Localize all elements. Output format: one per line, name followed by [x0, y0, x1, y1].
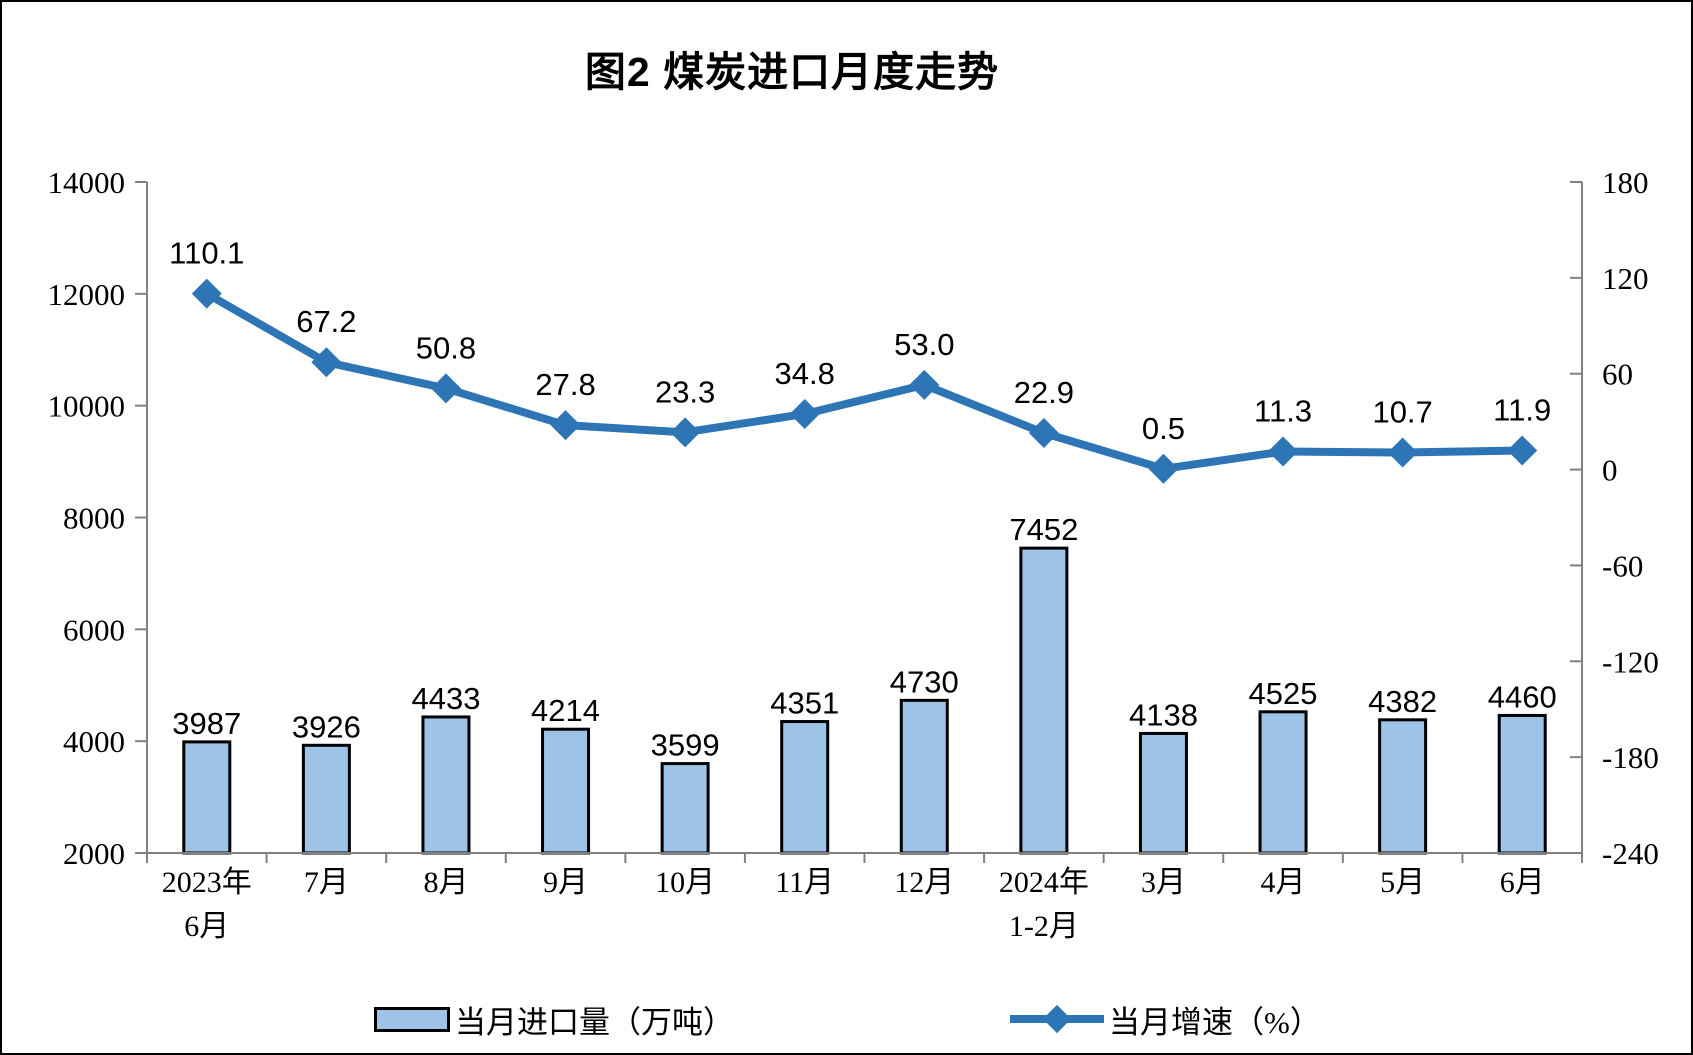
category-label: 12月 [894, 866, 954, 899]
bar-10月 [660, 762, 710, 855]
line-value-label: 27.8 [535, 367, 595, 402]
line-value-label: 23.3 [655, 374, 715, 409]
bar-value-label: 4138 [1129, 697, 1198, 732]
legend-diamond-marker [1042, 1004, 1072, 1034]
bar-value-label: 7452 [1009, 512, 1078, 547]
growth-line [202, 289, 1527, 473]
right-axis-tick-label: -120 [1602, 644, 1659, 679]
diamond-marker-11月 [789, 398, 820, 429]
category-label: 2023年 [162, 866, 252, 899]
bar-3月 [1138, 731, 1188, 855]
line-value-label: 10.7 [1372, 394, 1432, 429]
bar-swatch-icon [374, 1006, 450, 1032]
diamond-marker-3月 [1148, 453, 1179, 484]
category-label: 7月 [304, 866, 349, 899]
right-axis-tick-label: 180 [1602, 165, 1649, 200]
line-value-label: 34.8 [775, 356, 835, 391]
left-axis-tick-label: 2000 [63, 836, 125, 871]
bar-12月 [899, 698, 949, 855]
left-axis-tick-label: 6000 [63, 612, 125, 647]
right-axis-tick-label: 0 [1602, 453, 1618, 488]
category-label: 6月 [184, 910, 229, 943]
category-label: 9月 [543, 866, 588, 899]
right-axis-tick-label: 120 [1602, 261, 1649, 296]
category-label: 10月 [655, 866, 715, 899]
diamond-marker-6月 [1507, 435, 1538, 466]
bar-value-label: 4214 [531, 693, 600, 728]
legend-label-imports: 当月进口量（万吨） [455, 1004, 734, 1040]
bar-value-label: 4351 [770, 686, 839, 721]
line-value-label: 0.5 [1142, 411, 1185, 446]
bar-value-label: 4382 [1368, 684, 1437, 719]
bar-2024年1-2月 [1019, 546, 1069, 855]
left-axis-tick-label: 4000 [63, 724, 125, 759]
left-axis-tick-label: 12000 [48, 277, 126, 312]
legend-item-growth: 当月增速（%） [1010, 1002, 1321, 1040]
line-value-label: 22.9 [1014, 375, 1074, 410]
category-label: 6月 [1500, 866, 1545, 899]
category-label: 1-2月 [1009, 910, 1079, 943]
bar-2023年6月 [182, 740, 232, 855]
diamond-marker-5月 [1387, 437, 1418, 468]
diamond-marker-9月 [550, 410, 581, 441]
line-value-label: 67.2 [296, 304, 356, 339]
bar-4月 [1258, 710, 1308, 855]
diamond-marker-2023年6月 [191, 278, 222, 309]
right-axis-tick-label: -60 [1602, 548, 1643, 583]
bar-value-label: 4730 [890, 664, 959, 699]
bar-9月 [541, 727, 591, 855]
line-value-label: 11.3 [1254, 394, 1312, 429]
right-axis-tick-label: -240 [1602, 836, 1659, 871]
diamond-marker-4月 [1268, 436, 1299, 467]
bar-5月 [1378, 718, 1428, 855]
left-axis-tick-label: 14000 [48, 165, 126, 200]
line-value-label: 53.0 [894, 327, 954, 362]
bar-value-label: 3926 [292, 709, 361, 744]
bar-value-label: 3599 [651, 728, 720, 763]
diamond-marker-7月 [311, 347, 342, 378]
diamond-marker-10月 [670, 417, 701, 448]
category-label: 5月 [1380, 866, 1425, 899]
left-axis-tick-label: 8000 [63, 501, 125, 536]
line-value-label: 11.9 [1493, 393, 1551, 428]
bar-8月 [421, 715, 471, 855]
bar-value-label: 3987 [172, 706, 241, 741]
category-label: 8月 [423, 866, 468, 899]
category-label: 4月 [1261, 866, 1306, 899]
diamond-marker-8月 [430, 373, 461, 404]
left-axis-tick-label: 10000 [48, 389, 126, 424]
line-value-label: 50.8 [416, 330, 476, 365]
bar-value-label: 4433 [411, 681, 480, 716]
right-axis-tick-label: -180 [1602, 740, 1659, 775]
line-value-label: 110.1 [169, 236, 244, 271]
category-label: 2024年 [999, 866, 1089, 899]
bar-7月 [301, 743, 351, 855]
right-axis-tick-label: 60 [1602, 357, 1633, 392]
legend-item-imports: 当月进口量（万吨） [374, 1002, 734, 1040]
category-label: 11月 [775, 866, 834, 899]
diamond-marker-12月 [909, 369, 940, 400]
category-label: 3月 [1141, 866, 1186, 899]
bar-6月 [1497, 713, 1547, 855]
chart-title: 图2 煤炭进口月度走势 [584, 49, 1000, 95]
legend-label-growth: 当月增速（%） [1109, 1004, 1321, 1040]
diamond-marker-2024年1-2月 [1028, 417, 1059, 448]
line-diamond-icon [1010, 1003, 1104, 1035]
bar-value-label: 4525 [1249, 676, 1318, 711]
bar-value-label: 4460 [1488, 679, 1557, 714]
bar-11月 [780, 720, 830, 855]
